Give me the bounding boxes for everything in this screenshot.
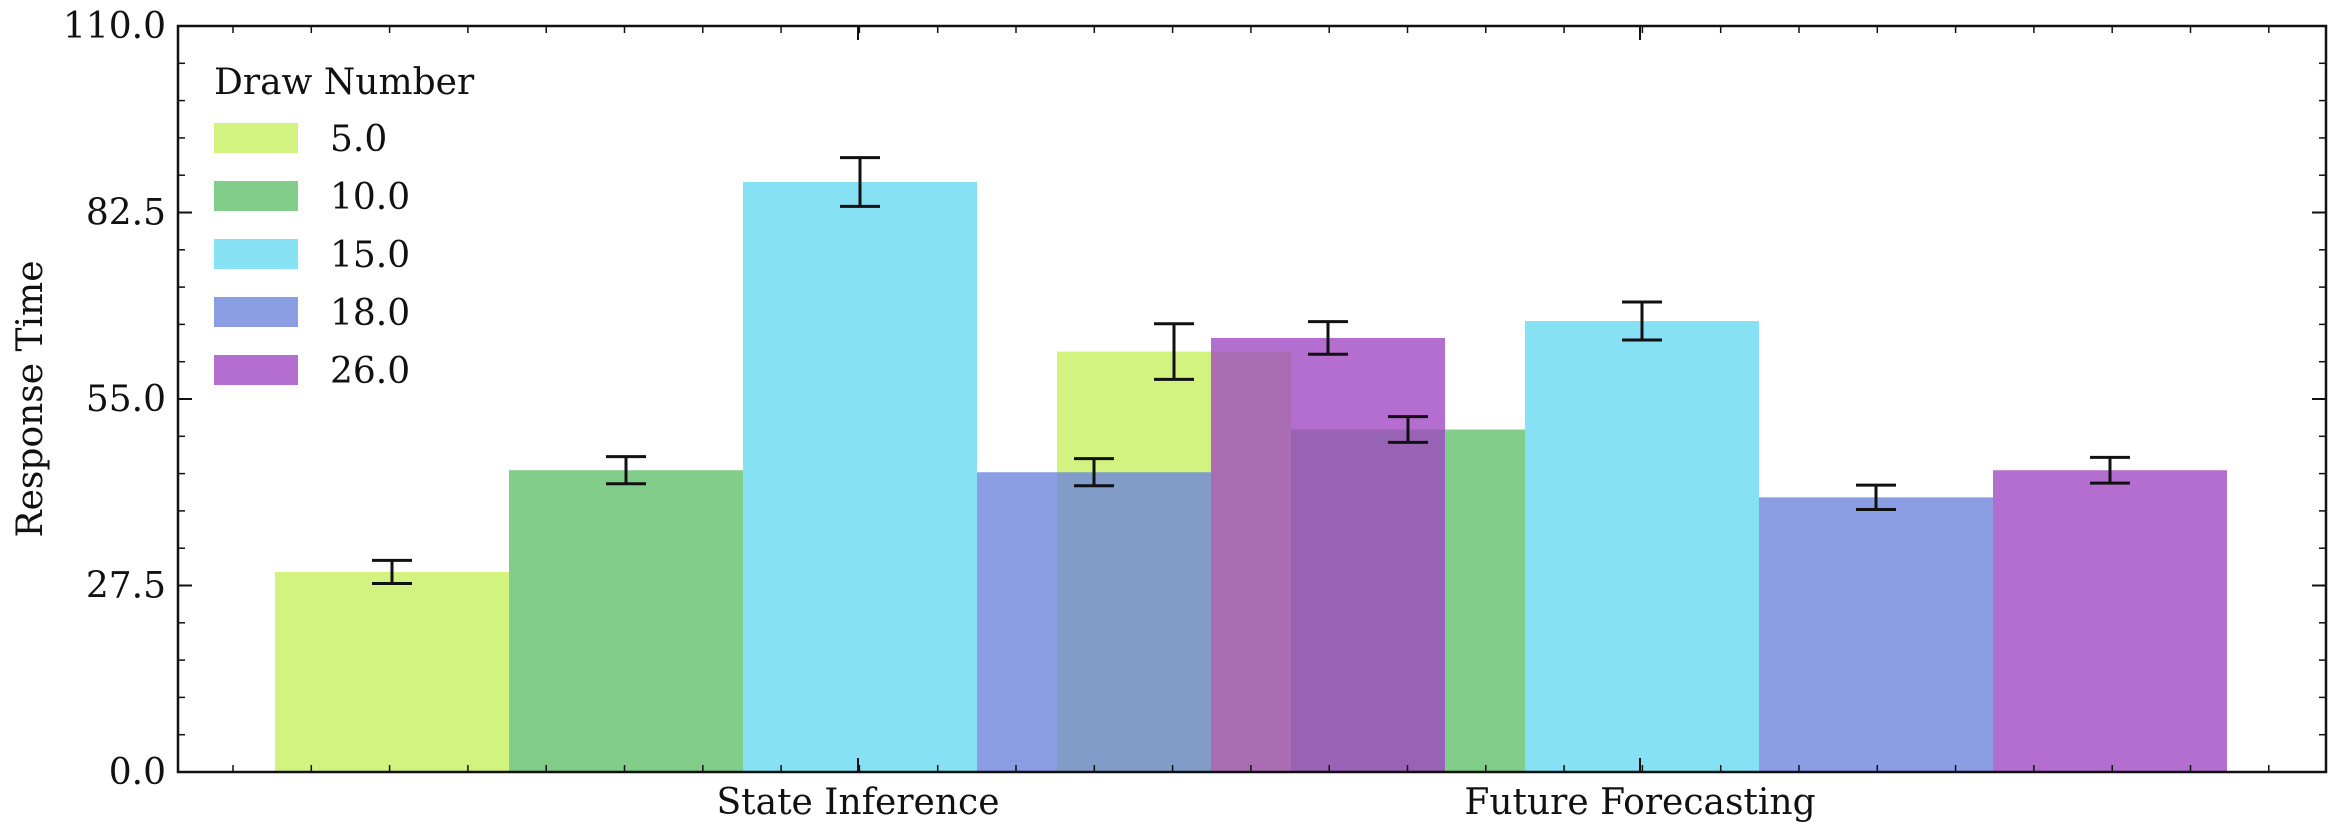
legend: Draw Number 5.0 10.0 15.0 18.0 26.0: [214, 62, 475, 392]
y-tick-label: 27.5: [86, 566, 166, 607]
error-bar: [1154, 322, 1194, 381]
legend-swatch: [214, 181, 298, 211]
legend-swatch: [214, 297, 298, 327]
x-tick-label: Future Forecasting: [1464, 782, 1815, 823]
legend-swatch: [214, 355, 298, 385]
legend-swatch: [214, 239, 298, 269]
legend-items: 5.0 10.0 15.0 18.0 26.0: [214, 119, 410, 392]
error-bar: [840, 156, 880, 208]
error-bar: [1388, 415, 1428, 444]
legend-label: 26.0: [330, 351, 410, 392]
legend-label: 18.0: [330, 293, 410, 334]
y-tick-label: 55.0: [86, 379, 166, 420]
error-bar: [606, 455, 646, 486]
error-bars-layer: [372, 156, 2130, 585]
error-bar: [1308, 320, 1348, 356]
legend-title: Draw Number: [214, 62, 475, 103]
ticks-layer: 0.0 27.5 55.0 82.5 110.0 State Inference Futur…: [63, 6, 2326, 823]
legend-label: 5.0: [330, 119, 387, 160]
bar-5_0-group-0: [275, 571, 509, 772]
bar-10_0-group-0: [509, 470, 743, 772]
y-tick-label: 82.5: [86, 193, 166, 234]
y-tick-label: 110.0: [63, 6, 166, 47]
bar-15_0-group-0: [743, 181, 977, 772]
error-bar: [1074, 457, 1114, 488]
legend-label: 10.0: [330, 177, 410, 218]
legend-label: 15.0: [330, 235, 410, 276]
error-bar: [2090, 455, 2130, 485]
bar-18_0-group-1: [1759, 497, 1993, 772]
bar-26_0-group-0: [1211, 337, 1445, 772]
bar-15_0-group-1: [1525, 321, 1759, 772]
error-bar: [1856, 483, 1896, 512]
error-bar: [372, 558, 412, 585]
error-bar: [1622, 300, 1662, 342]
bar-26_0-group-1: [1993, 470, 2227, 772]
y-axis-label: Response Time: [10, 261, 51, 538]
legend-swatch: [214, 123, 298, 153]
bars-layer: [275, 181, 2227, 772]
x-tick-label: State Inference: [716, 782, 999, 823]
bar-18_0-group-0: [977, 472, 1211, 772]
y-tick-label: 0.0: [109, 752, 166, 793]
